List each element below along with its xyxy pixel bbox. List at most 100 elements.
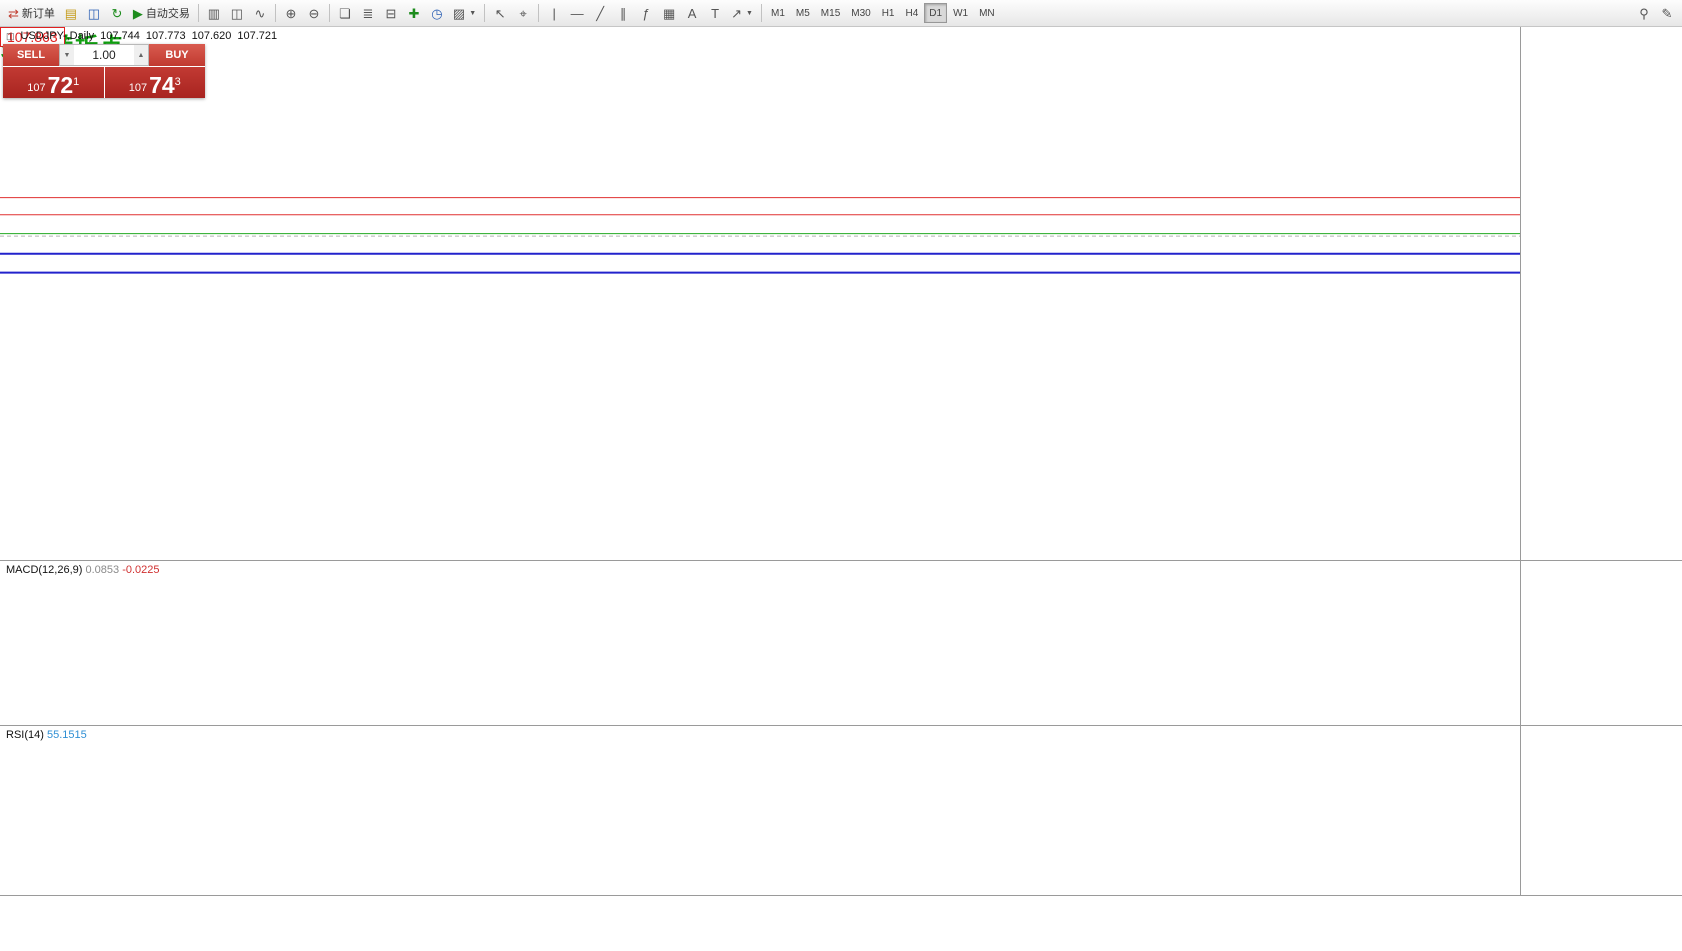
sell-price-big: 72 [47,72,74,98]
zoom-out-icon: ⊖ [308,5,320,21]
toolbar-crosshair-button[interactable]: ⌖ [512,2,534,24]
charts-icon: ▤ [64,5,78,21]
timeframe-m1-button[interactable]: M1 [766,3,790,23]
buy-button[interactable]: BUY [149,44,205,66]
lot-increase-button[interactable]: ▲ [134,45,148,65]
timeframe-d1-button[interactable]: D1 [924,3,948,23]
profiles-icon: ◫ [87,5,101,21]
price-axis[interactable] [1520,27,1682,560]
toolbar-search-button[interactable]: ⚲ [1633,2,1655,24]
rsi-axis[interactable] [1520,726,1682,895]
crosshair-icon: ⌖ [519,5,527,21]
tile-windows-icon: ❏ [339,5,351,21]
timeframe-m5-button[interactable]: M5 [791,3,815,23]
timeframe-mn-button[interactable]: MN [974,3,1000,23]
toolbar-shapes-button[interactable]: ▦ [658,2,680,24]
timeframe-h1-button[interactable]: H1 [877,3,900,23]
toolbar-arrows-button[interactable]: ↗ ▼ [727,2,757,24]
toolbar-refresh-button[interactable]: ↻ [106,2,128,24]
one-click-trading-widget: SELL ▼ ▲ BUY 107 72 1 107 74 3 [3,44,205,98]
new-order-icon: ⇄ [8,5,19,21]
toolbar-vertical-line-button[interactable]: | [543,2,565,24]
lot-decrease-button[interactable]: ▼ [60,45,74,65]
lot-size-input[interactable] [74,45,134,65]
rsi-value: 55.1515 [46,729,87,741]
toolbar-indicator-list-button[interactable]: ≣ [357,2,379,24]
chart-title: ◫ USDJPY-,Daily 107.744 107.773 107.620 … [6,30,277,42]
rsi-title: RSI(14) [6,729,44,741]
toolbar-candlestick-chart-button[interactable]: ◫ [226,2,248,24]
toolbar-autotrading-button[interactable]: ▶ 自动交易 [129,2,194,24]
toolbar-templates-button[interactable]: ▨ ▼ [449,2,480,24]
price-chart-canvas[interactable] [0,27,1520,560]
macd-canvas[interactable] [0,561,1520,725]
vertical-line-icon: | [552,5,556,21]
chevron-down-icon: ▼ [469,9,477,17]
equidistant-channel-icon: ∥ [619,5,627,21]
buy-price-sup: 3 [174,76,181,88]
toolbar-cursor-button[interactable]: ↖ [489,2,511,24]
lot-size-field: ▼ ▲ [59,44,149,66]
ohlc-open: 107.744 [100,30,140,42]
line-chart-icon: ∿ [254,5,266,21]
buy-price-prefix: 107 [128,82,148,94]
symbol-timeframe-label: USDJPY-,Daily [20,30,95,42]
toolbar-objects-list-button[interactable]: ⊟ [380,2,402,24]
arrows-icon: ↗ [731,5,743,21]
shapes-icon: ▦ [662,5,676,21]
toolbar-new-order-button[interactable]: ⇄ 新订单 [4,2,59,24]
sell-price-prefix: 107 [27,82,46,94]
toolbar-bar-chart-button[interactable]: ▥ [203,2,225,24]
toolbar-add-indicator-button[interactable]: ✚ [403,2,425,24]
toolbar-line-chart-button[interactable]: ∿ [249,2,271,24]
toolbar-separator [760,4,762,22]
toolbar-periods-button[interactable]: ◷ [426,2,448,24]
macd-axis[interactable] [1520,561,1682,725]
macd-main-value: 0.0853 [85,564,120,576]
timeframe-w1-button[interactable]: W1 [948,3,973,23]
toolbar-separator [328,4,330,22]
macd-signal-value: -0.0225 [122,564,160,576]
autotrading-icon: ▶ [132,5,143,21]
indicator-list-icon: ≣ [362,5,374,21]
toolbar-fibonacci-button[interactable]: ƒ [635,2,657,24]
templates-icon: ▨ [452,5,466,21]
main-chart-pane: ◫ USDJPY-,Daily 107.744 107.773 107.620 … [0,27,1682,560]
timeframe-m15-button[interactable]: M15 [816,3,845,23]
buy-price-button[interactable]: 107 74 3 [104,67,205,98]
bar-chart-icon: ▥ [207,5,221,21]
timeframe-m30-button[interactable]: M30 [846,3,875,23]
macd-pane: MACD(12,26,9) 0.0853 -0.0225 [0,560,1682,725]
timeframe-h4-button[interactable]: H4 [901,3,924,23]
toolbar-text-button[interactable]: A [681,2,703,24]
toolbar-tile-windows-button[interactable]: ❏ [334,2,356,24]
sell-price-button[interactable]: 107 72 1 [3,67,104,98]
macd-title: MACD(12,26,9) [6,564,83,576]
toolbar-equidistant-channel-button[interactable]: ∥ [612,2,634,24]
sell-button[interactable]: SELL [3,44,59,66]
rsi-pane: RSI(14) 55.1515 [0,725,1682,895]
periods-icon: ◷ [431,5,443,21]
toolbar-zoom-out-button[interactable]: ⊖ [303,2,325,24]
trendline-icon: ╱ [596,5,605,21]
toolbar-edit-button[interactable]: ✎ [1656,2,1678,24]
toolbar-separator [274,4,276,22]
toolbar-separator [484,4,486,22]
chevron-down-icon: ▼ [746,9,753,17]
time-axis[interactable] [0,895,1682,919]
toolbar-charts-button[interactable]: ▤ [60,2,82,24]
toolbar-profiles-button[interactable]: ◫ [83,2,105,24]
cursor-icon: ↖ [494,5,506,21]
edit-icon: ✎ [1661,5,1673,21]
buy-price-big: 74 [149,72,175,98]
toolbar-text-label-button[interactable]: T [704,2,726,24]
toolbar-trendline-button[interactable]: ╱ [589,2,611,24]
toolbar-horizontal-line-button[interactable]: — [566,2,588,24]
chart-icon: ◫ [6,30,15,41]
rsi-canvas[interactable] [0,726,1520,895]
text-icon: A [687,5,697,21]
ohlc-close: 107.721 [237,30,278,42]
toolbar-separator [538,4,540,22]
toolbar-zoom-in-button[interactable]: ⊕ [280,2,302,24]
